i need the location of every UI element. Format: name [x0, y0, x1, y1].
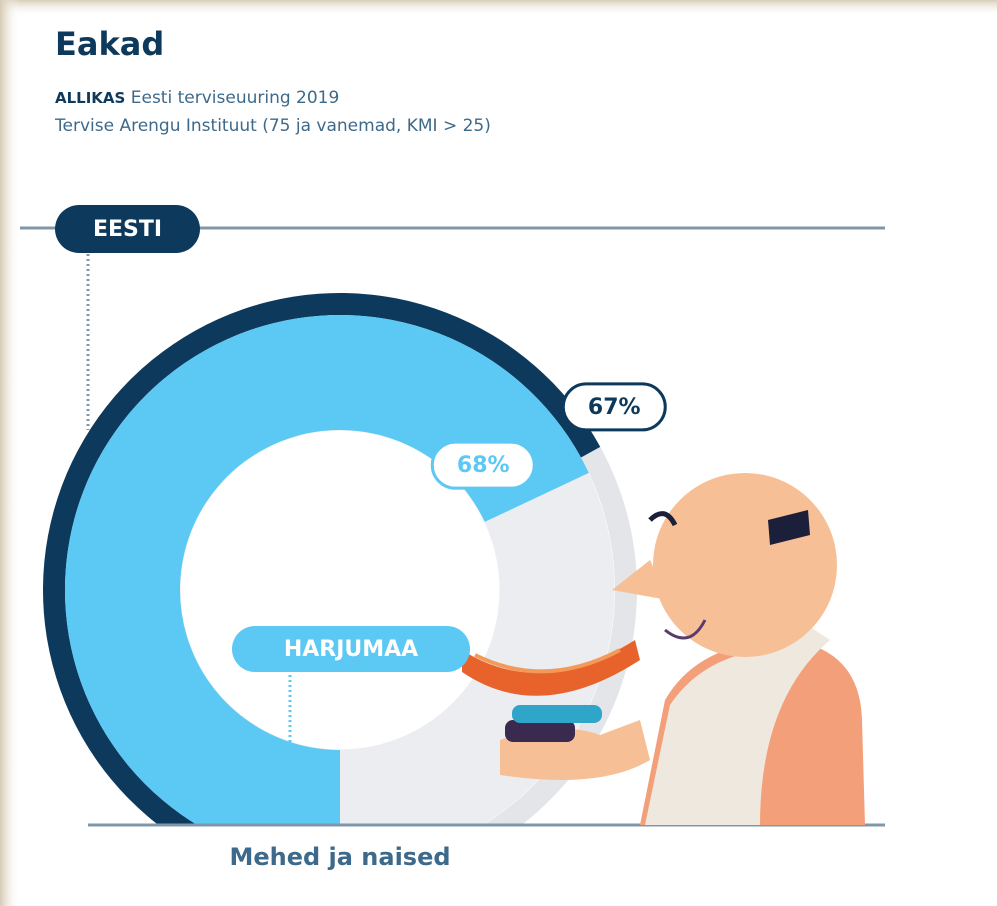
- value-pill: [430, 440, 536, 490]
- shirt: [645, 620, 830, 825]
- source: ALLIKAS Eesti terviseuuring 2019: [55, 88, 339, 108]
- edge-shade: [0, 0, 20, 906]
- head: [653, 473, 837, 657]
- chart-title: Eakad: [55, 25, 164, 63]
- hair: [768, 510, 810, 545]
- series-pill: [55, 205, 200, 253]
- ring: [43, 293, 637, 825]
- eye: [648, 511, 678, 527]
- source-text: Eesti terviseuuring 2019: [131, 88, 340, 108]
- value-label: 68%: [457, 453, 510, 478]
- series-name: EESTI: [93, 217, 162, 242]
- edge-shade: [0, 0, 997, 16]
- source-label: ALLIKAS: [55, 89, 125, 107]
- nose: [612, 560, 668, 600]
- series-pill: [232, 626, 470, 672]
- bun: [512, 705, 602, 723]
- x-label: Mehed ja naised: [229, 843, 450, 871]
- sausage: [462, 640, 640, 696]
- series-name: HARJUMAA: [284, 637, 418, 662]
- illustration: [462, 473, 865, 825]
- value-label: 67%: [588, 395, 641, 420]
- bun: [505, 720, 575, 742]
- value-pill: [561, 382, 667, 432]
- source-detail: Tervise Arengu Instituut (75 ja vanemad,…: [54, 116, 491, 136]
- sausage-shine: [474, 648, 621, 674]
- mouth: [664, 619, 707, 640]
